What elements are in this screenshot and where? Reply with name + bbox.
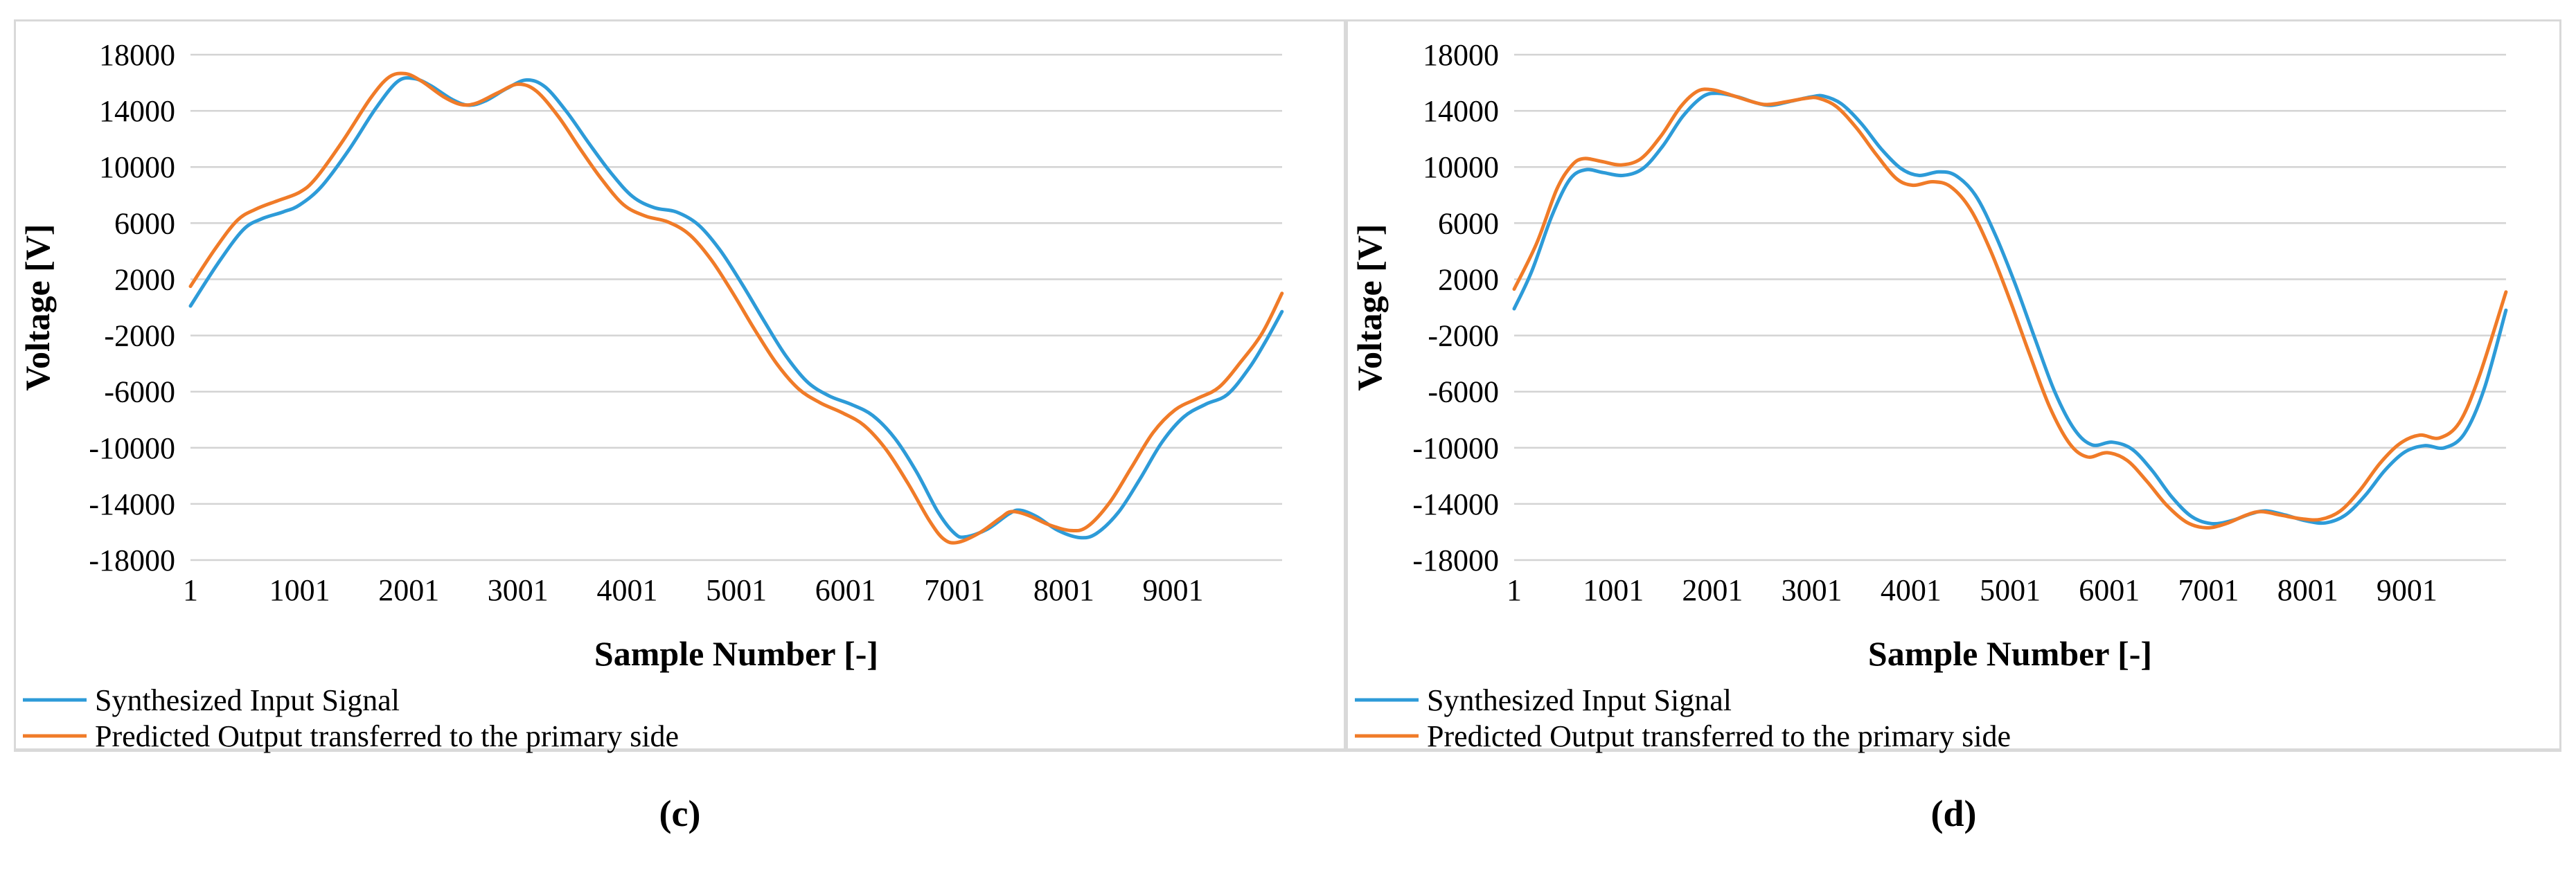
figure: 18000 14000 10000 6000 2000 -2000 -6000 -10000 -… <box>14 19 2561 753</box>
x-axis-tick-label: 4001 <box>597 573 658 607</box>
y-axis-title: Voltage [V] <box>18 224 57 390</box>
x-axis-tick-label: 8001 <box>1033 573 1094 607</box>
x-axis-tick-label: 3001 <box>1782 573 1842 607</box>
y-axis-tick-label: -6000 <box>104 375 175 409</box>
y-axis-tick-label: -14000 <box>89 487 175 521</box>
y-axis-tick-label: -10000 <box>1412 431 1499 465</box>
y-axis-title: Voltage [V] <box>1350 224 1389 390</box>
x-axis-tick-label: 1 <box>1507 573 1522 607</box>
y-axis-tick-label: 18000 <box>1423 38 1499 72</box>
x-axis-tick-label: 8001 <box>2277 573 2338 607</box>
x-axis-tick-label: 9001 <box>2377 573 2437 607</box>
y-axis-tick-label: -10000 <box>89 431 175 465</box>
y-axis-tick-label: -2000 <box>1428 319 1499 353</box>
x-axis-tick-label: 2001 <box>378 573 439 607</box>
y-axis-tick-label: -18000 <box>1412 543 1499 577</box>
y-axis-tick-label: 2000 <box>1438 262 1499 296</box>
legend-label: Predicted Output transferred to the prim… <box>95 719 679 753</box>
series-line-orange <box>1512 87 2508 530</box>
y-axis-tick-label: 6000 <box>114 206 175 240</box>
y-axis-tick-label: -6000 <box>1428 375 1499 409</box>
series-line-orange <box>188 71 1284 545</box>
series-line-blue <box>1512 91 2508 526</box>
y-axis-tick-label: 14000 <box>99 94 175 128</box>
x-axis-tick-label: 3001 <box>488 573 549 607</box>
y-axis-tick-label: 6000 <box>1438 206 1499 240</box>
legend-label: Synthesized Input Signal <box>95 683 400 717</box>
y-axis-tick-label: 2000 <box>114 262 175 296</box>
series-line-blue <box>188 75 1284 540</box>
x-axis-tick-label: 7001 <box>924 573 985 607</box>
y-axis-tick-label: -2000 <box>104 319 175 353</box>
x-axis-tick-label: 6001 <box>2079 573 2140 607</box>
x-axis-tick-label: 1 <box>183 573 198 607</box>
y-axis-tick-label: 10000 <box>1423 150 1499 184</box>
x-axis-tick-label: 5001 <box>1980 573 2041 607</box>
figure-label-c: (c) <box>659 793 701 834</box>
x-axis-tick-label: 1001 <box>269 573 330 607</box>
chart-panel-d: 18000 14000 10000 6000 2000 -2000 -6000 -10000 -… <box>1346 19 2561 753</box>
y-axis-tick-label: -18000 <box>89 543 175 577</box>
figure-label-d: (d) <box>1930 793 1977 834</box>
chart-panel-c: 18000 14000 10000 6000 2000 -2000 -6000 -10000 -… <box>14 19 1346 753</box>
y-axis-tick-label: 10000 <box>99 150 175 184</box>
x-axis-tick-label: 6001 <box>815 573 876 607</box>
y-axis-tick-label: 18000 <box>99 38 175 72</box>
y-axis-tick-label: -14000 <box>1412 487 1499 521</box>
legend-label: Predicted Output transferred to the prim… <box>1427 719 2011 753</box>
x-axis-title: Sample Number [-] <box>1868 634 2152 673</box>
x-axis-tick-label: 9001 <box>1143 573 1204 607</box>
line-chart-d: 18000 14000 10000 6000 2000 -2000 -6000 -10000 -… <box>1350 38 2508 753</box>
x-axis-tick-label: 1001 <box>1583 573 1644 607</box>
x-axis-tick-label: 2001 <box>1682 573 1743 607</box>
x-axis-tick-label: 4001 <box>1881 573 1942 607</box>
x-axis-title: Sample Number [-] <box>594 634 878 673</box>
caption-row: (c) (d) <box>14 795 2561 832</box>
x-axis-tick-label: 5001 <box>706 573 767 607</box>
legend-label: Synthesized Input Signal <box>1427 683 1732 717</box>
y-axis-tick-label: 14000 <box>1423 94 1499 128</box>
line-chart-c: 18000 14000 10000 6000 2000 -2000 -6000 -10000 -… <box>18 38 1284 753</box>
x-axis-tick-label: 7001 <box>2178 573 2239 607</box>
